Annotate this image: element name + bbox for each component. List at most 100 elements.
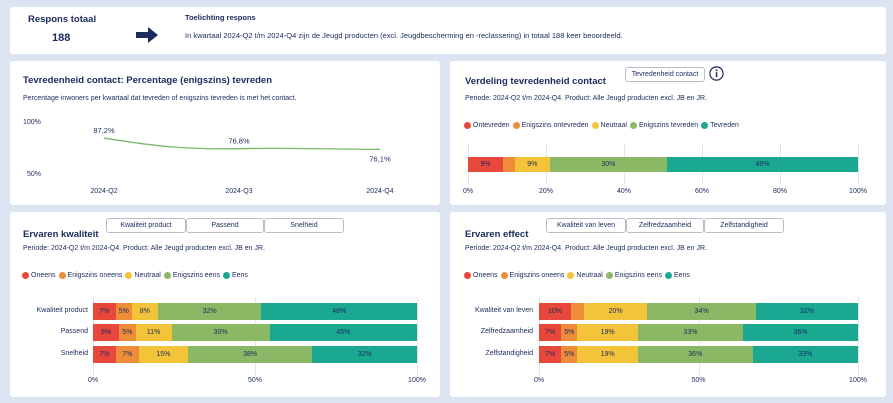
bar-segment-0: 8% [93, 324, 120, 341]
respons-card: Respons totaal 188 Toelichting respons I… [10, 7, 886, 54]
row-label-zelfredzaamheid: Zelfredzaamheid [480, 328, 533, 335]
segment-label: 7% [99, 308, 110, 315]
tab-zelfredzaamheid[interactable]: Zelfredzaamheid [626, 218, 704, 233]
legend-dot-icon [163, 272, 171, 279]
verdeling-bar-chart: 0% 20% 40% 60% 80% 100% 9% 9% 30% 49% [463, 136, 867, 202]
kwaliteit-title: Ervaren kwaliteit [23, 229, 99, 240]
segment-label: 32% [357, 351, 372, 358]
legend-item-enigszins-ontevreden: Enigszins ontevreden [512, 122, 589, 129]
tab-snelheid[interactable]: Snelheid [264, 218, 344, 233]
data-label: 76,1% [369, 154, 391, 163]
x-tick-label: 2024-Q2 [90, 188, 117, 195]
bar-segment-1: 5% [115, 303, 132, 320]
legend-label: Enigszins ontevreden [521, 122, 589, 129]
tevredenheid-subtitle: Percentage inwoners per kwartaal dat tev… [23, 95, 297, 102]
bar-segment-2: 20% [583, 303, 648, 320]
verdeling-period: Periode: 2024-Q2 t/m 2024-Q4. Product: A… [465, 95, 708, 102]
bar-segment-3: 34% [647, 303, 756, 320]
legend-label: Neutraal [134, 272, 161, 279]
legend-label: Tevreden [710, 122, 739, 129]
info-icon[interactable] [709, 66, 724, 81]
bar-segment-0: 7% [539, 324, 562, 341]
legend-dot-icon [464, 122, 471, 129]
legend-dot-icon [58, 272, 66, 279]
segment-label: 20% [608, 308, 623, 315]
segment-label: 32% [202, 308, 217, 315]
stacked-bar: 7% 5% 19% 33% 36% [539, 324, 858, 341]
legend-dot-icon [630, 122, 637, 129]
tab-kwaliteit-product[interactable]: Kwaliteit product [106, 218, 186, 233]
satisfaction-line-chart: 87,2% 76,8% 76,1% 2024-Q2 2024-Q3 2024-Q4 [90, 126, 393, 195]
legend-item-oneens: Oneens [464, 272, 498, 279]
bar-segment-4: 45% [269, 324, 417, 341]
x-tick-label: 80% [772, 188, 788, 195]
legend-label: Oneens [31, 272, 56, 279]
segment-label: 15% [156, 351, 171, 358]
segment-label: 30% [213, 329, 228, 336]
bar-segment-1: 5% [561, 324, 578, 341]
bar-segment-0: 7% [93, 346, 116, 363]
effect-card: Kwaliteit van leven Zelfredzaamheid Zelf… [450, 212, 886, 397]
row-label-passend: Passend [60, 328, 88, 335]
kwaliteit-legend: Oneens Enigszins oneens Neutraal Enigszins … [22, 272, 251, 279]
x-tick-label: 0% [533, 377, 545, 384]
stacked-bar: 7% 5% 8% 32% 48% [93, 303, 417, 320]
bar-segment-2: 15% [138, 346, 188, 363]
tevredenheid-title: Tevredenheid contact: Percentage (enigsz… [23, 75, 273, 86]
legend-dot-icon [222, 272, 230, 279]
legend-item-neutraal: Neutraal [125, 272, 161, 279]
bar-segment-2: 8% [131, 303, 158, 320]
segment-label: 7% [99, 351, 110, 358]
segment-label: 33% [798, 351, 813, 358]
bar-segment-4: 32% [755, 303, 858, 320]
bar-segment-4: 48% [261, 303, 417, 320]
legend-label: Enigszins oneens [67, 272, 123, 279]
segment-label: 10% [547, 308, 562, 315]
stacked-bar: 8% 5% 11% 30% 45% [93, 324, 417, 341]
legend-item-neutraal: Neutraal [591, 122, 627, 129]
bar-segment-2: 19% [577, 346, 638, 363]
legend-item-eens: Eens [664, 272, 690, 279]
tevredenheid-contact-button[interactable]: Tevredenheid contact [625, 67, 705, 82]
row-label-zelfstandigheid: Zelfstandigheid [485, 350, 533, 357]
segment-label: 19% [600, 329, 615, 336]
tab-passend[interactable]: Passend [186, 218, 264, 233]
bar-segment-1 [570, 303, 584, 320]
x-tick-label: 100% [849, 377, 867, 384]
verdeling-title: Verdeling tevredenheid contact [465, 76, 606, 87]
legend-dot-icon [591, 122, 599, 129]
kwaliteit-period: Periode: 2024-Q2 t/m 2024-Q4. Product: A… [23, 245, 266, 252]
segment-label: 5% [564, 351, 575, 358]
segment-label: 9% [527, 161, 538, 168]
respons-count: 188 [52, 32, 71, 44]
bar-segment-1: 5% [119, 324, 136, 341]
legend-label: Neutraal [576, 272, 603, 279]
effect-title: Ervaren effect [465, 229, 529, 240]
toelichting-text: In kwartaal 2024-Q2 t/m 2024-Q4 zijn de … [185, 31, 623, 40]
segment-label: 7% [545, 351, 556, 358]
legend-label: Eens [673, 272, 690, 279]
legend-dot-icon [512, 122, 520, 129]
legend-item-ontevreden: Ontevreden [464, 122, 510, 129]
series-line [103, 137, 381, 151]
legend-item-enigszins-tevreden: Enigszins tevreden [630, 122, 698, 129]
gridline [417, 297, 418, 375]
segment-label: 36% [688, 351, 703, 358]
stacked-bar: 10% 20% 34% 32% [539, 303, 858, 320]
legend-label: Ontevreden [473, 122, 510, 129]
tab-zelfstandigheid[interactable]: Zelfstandigheid [704, 218, 784, 233]
bar-segment-1: 5% [561, 346, 578, 363]
legend-label: Enigszins eens [172, 272, 220, 279]
legend-dot-icon [664, 272, 672, 279]
x-tick-label: 60% [694, 188, 710, 195]
toelichting-title: Toelichting respons [185, 13, 256, 22]
segment-label: 34% [694, 308, 709, 315]
x-tick-label: 40% [616, 188, 632, 195]
row-label-kwaliteit-van-leven: Kwaliteit van leven [475, 307, 533, 314]
arrow-right-icon [136, 27, 158, 43]
tab-kwaliteit-van-leven[interactable]: Kwaliteit van leven [546, 218, 626, 233]
segment-label: 5% [564, 329, 575, 336]
kwaliteit-card: Kwaliteit product Passend Snelheid Ervar… [10, 212, 440, 397]
x-tick-label: 2024-Q3 [225, 188, 252, 195]
legend-item-eens: Eens [222, 272, 248, 279]
